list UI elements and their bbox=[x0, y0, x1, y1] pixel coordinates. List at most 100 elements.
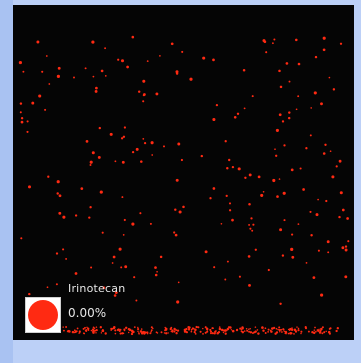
particle bbox=[123, 126, 127, 129]
particle bbox=[299, 167, 302, 170]
particle bbox=[230, 329, 233, 331]
particle bbox=[26, 120, 29, 123]
particle bbox=[261, 326, 264, 329]
particle bbox=[209, 332, 213, 335]
particle bbox=[297, 62, 301, 66]
particle bbox=[200, 154, 204, 158]
particle bbox=[149, 332, 152, 335]
particle bbox=[101, 329, 104, 333]
particle bbox=[173, 231, 176, 234]
particle bbox=[142, 100, 145, 103]
particle bbox=[224, 329, 227, 331]
particle bbox=[114, 291, 118, 294]
particle bbox=[267, 268, 270, 272]
particle bbox=[271, 327, 274, 330]
particle bbox=[283, 330, 285, 333]
particle bbox=[282, 328, 285, 331]
particle bbox=[252, 223, 255, 226]
particle bbox=[83, 332, 86, 335]
particle bbox=[280, 328, 283, 331]
particle bbox=[275, 327, 278, 330]
particle bbox=[317, 198, 319, 201]
particle bbox=[248, 330, 251, 333]
particle bbox=[100, 69, 104, 73]
particle bbox=[181, 50, 184, 53]
particle bbox=[170, 42, 174, 46]
particle bbox=[151, 154, 154, 156]
particle bbox=[279, 228, 283, 232]
particle bbox=[171, 329, 174, 332]
particle bbox=[65, 257, 68, 260]
particle bbox=[41, 70, 44, 73]
particle bbox=[226, 166, 229, 170]
particle bbox=[339, 42, 343, 45]
particle bbox=[92, 75, 95, 78]
particle bbox=[257, 175, 261, 179]
particle bbox=[322, 48, 326, 52]
particle bbox=[254, 248, 257, 251]
particle bbox=[71, 330, 75, 334]
particle bbox=[123, 328, 126, 331]
particle bbox=[214, 330, 217, 333]
particle bbox=[248, 223, 251, 226]
particle bbox=[225, 194, 228, 198]
particle bbox=[289, 332, 292, 335]
particle bbox=[281, 254, 285, 257]
particle bbox=[128, 328, 132, 332]
particle bbox=[344, 248, 348, 252]
particle bbox=[133, 326, 136, 328]
particle bbox=[185, 327, 188, 331]
particle bbox=[311, 331, 314, 334]
particle bbox=[344, 245, 348, 248]
particle bbox=[253, 331, 256, 334]
particle bbox=[231, 218, 234, 222]
particle bbox=[242, 68, 246, 72]
drug-name-label: Irinotecan bbox=[68, 282, 126, 295]
particle bbox=[174, 208, 177, 211]
particle bbox=[240, 328, 243, 331]
particle bbox=[262, 329, 265, 332]
particle bbox=[278, 113, 282, 117]
particle bbox=[221, 328, 223, 331]
particle bbox=[92, 326, 95, 329]
particle bbox=[118, 247, 122, 251]
particle bbox=[58, 194, 62, 198]
particle bbox=[237, 167, 241, 171]
particle bbox=[45, 55, 48, 57]
particle bbox=[300, 330, 303, 333]
particle bbox=[74, 214, 78, 217]
particle bbox=[185, 330, 187, 333]
particle bbox=[78, 332, 81, 334]
particle bbox=[167, 332, 169, 334]
particle bbox=[189, 77, 193, 81]
particle bbox=[322, 36, 326, 40]
particle bbox=[226, 260, 229, 263]
particle bbox=[285, 62, 289, 65]
particle bbox=[38, 94, 42, 98]
simulation-viewport[interactable]: Irinotecan 0.00% bbox=[13, 5, 354, 340]
particle bbox=[302, 188, 305, 191]
particle bbox=[204, 326, 207, 329]
particle bbox=[278, 178, 281, 180]
particle bbox=[142, 138, 145, 140]
particle bbox=[218, 326, 221, 328]
particle bbox=[111, 262, 114, 264]
particle bbox=[307, 330, 310, 333]
particle bbox=[323, 331, 326, 334]
particle bbox=[87, 327, 90, 330]
particle bbox=[233, 115, 237, 119]
particle bbox=[267, 331, 269, 333]
particle bbox=[269, 329, 272, 332]
particle bbox=[202, 327, 204, 330]
particle bbox=[218, 327, 222, 331]
particle bbox=[162, 145, 166, 148]
particle bbox=[209, 328, 212, 331]
particle bbox=[26, 130, 29, 133]
particle bbox=[304, 326, 307, 329]
particle bbox=[231, 329, 235, 333]
particle-field bbox=[18, 35, 350, 336]
particle bbox=[56, 180, 60, 184]
window-left-edge bbox=[0, 0, 13, 363]
particle bbox=[315, 213, 319, 217]
particle bbox=[143, 141, 147, 145]
